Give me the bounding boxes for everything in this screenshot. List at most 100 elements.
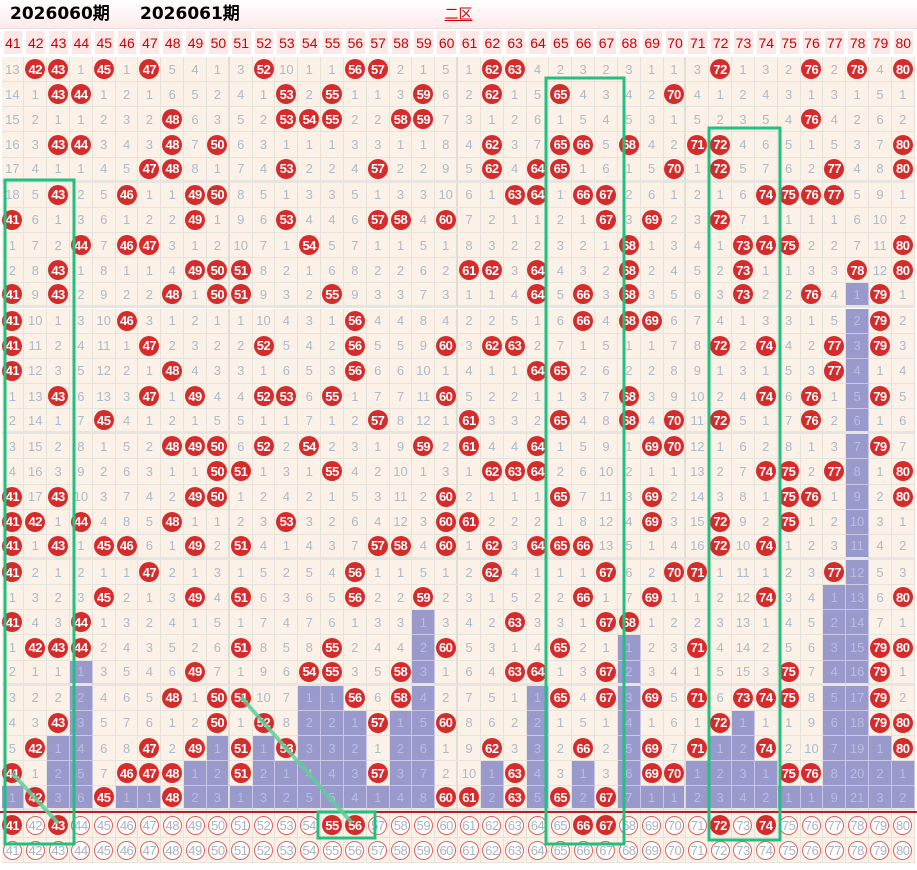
omission-cell: 4 (298, 761, 322, 787)
selectable-ball[interactable]: 54 (299, 840, 319, 860)
omission-cell: 1 (435, 736, 459, 762)
selectable-ball[interactable]: 48 (162, 815, 182, 835)
selectable-ball[interactable]: 50 (208, 840, 228, 860)
hit-cell: 44 (69, 509, 93, 535)
selectable-ball[interactable]: 57 (368, 840, 388, 860)
selectable-ball[interactable]: 58 (391, 815, 411, 835)
selectable-ball[interactable]: 49 (185, 815, 205, 835)
selectable-ball[interactable]: 44 (71, 815, 91, 835)
selectable-ball[interactable]: 43 (48, 840, 68, 860)
selectable-ball[interactable]: 68 (619, 840, 639, 860)
selectable-ball[interactable]: 52 (254, 840, 274, 860)
selectable-ball[interactable]: 75 (779, 815, 799, 835)
selectable-ball[interactable]: 63 (505, 815, 525, 835)
selectable-ball[interactable]: 64 (527, 815, 547, 835)
selectable-ball[interactable]: 76 (801, 840, 821, 860)
selectable-ball[interactable]: 46 (117, 815, 137, 835)
selectable-ball[interactable]: 58 (391, 840, 411, 860)
selectable-ball[interactable]: 47 (139, 815, 159, 835)
selectable-ball[interactable]: 62 (482, 840, 502, 860)
selectable-ball[interactable]: 79 (870, 815, 890, 835)
selectable-ball[interactable]: 45 (94, 815, 114, 835)
selectable-ball[interactable]: 77 (824, 840, 844, 860)
selectable-ball[interactable]: 75 (779, 840, 799, 860)
selectable-ball[interactable]: 45 (94, 840, 114, 860)
omission-count: 1 (237, 664, 245, 680)
selectable-ball[interactable]: 73 (733, 840, 753, 860)
selectable-ball[interactable]: 68 (619, 815, 639, 835)
omission-cell: 1 (298, 685, 322, 711)
omission-count: 13 (5, 61, 20, 77)
selectable-ball[interactable]: 79 (870, 840, 890, 860)
selectable-ball[interactable]: 41 (2, 840, 22, 860)
drawn-ball[interactable]: 55 (322, 815, 343, 835)
selectable-ball[interactable]: 71 (687, 840, 707, 860)
selectable-ball[interactable]: 80 (893, 815, 913, 835)
drawn-ball[interactable]: 41 (2, 815, 23, 835)
selectable-ball[interactable]: 51 (231, 840, 251, 860)
selectable-ball[interactable]: 50 (208, 815, 228, 835)
selectable-ball[interactable]: 52 (254, 815, 274, 835)
omission-count: 2 (8, 664, 17, 680)
selectable-ball[interactable]: 53 (276, 815, 296, 835)
selectable-ball[interactable]: 57 (368, 815, 388, 835)
selectable-ball[interactable]: 47 (139, 840, 159, 860)
selectable-ball[interactable]: 77 (824, 815, 844, 835)
drawn-ball[interactable]: 67 (595, 815, 616, 835)
selectable-ball[interactable]: 63 (505, 840, 525, 860)
omission-cell: 2 (458, 484, 481, 510)
selectable-ball[interactable]: 53 (276, 840, 296, 860)
selectable-ball[interactable]: 60 (436, 815, 456, 835)
selectable-ball[interactable]: 42 (25, 840, 45, 860)
selectable-ball[interactable]: 60 (436, 840, 456, 860)
selectable-ball[interactable]: 70 (664, 840, 684, 860)
hit-cell: 41 (1, 207, 25, 234)
omission-cell: 2 (754, 509, 778, 535)
drawn-ball[interactable]: 66 (573, 815, 594, 835)
selectable-ball[interactable]: 69 (642, 840, 662, 860)
omission-cell: 4 (366, 635, 390, 661)
draw-cell-55: 55 (321, 813, 344, 838)
selectable-ball[interactable]: 64 (527, 840, 547, 860)
omission-cell: 6 (458, 182, 481, 208)
selectable-ball[interactable]: 44 (71, 840, 91, 860)
selectable-ball[interactable]: 76 (801, 815, 821, 835)
selectable-ball[interactable]: 59 (413, 815, 433, 835)
selectable-ball[interactable]: 42 (25, 815, 45, 835)
drawn-ball[interactable]: 72 (710, 815, 731, 835)
omission-cell: 1 (549, 710, 573, 737)
selectable-ball[interactable]: 51 (231, 815, 251, 835)
omission-count: 2 (670, 614, 678, 630)
selectable-ball[interactable]: 78 (847, 815, 867, 835)
selectable-ball[interactable]: 72 (710, 840, 730, 860)
selectable-ball[interactable]: 65 (550, 815, 570, 835)
selectable-ball[interactable]: 73 (733, 815, 753, 835)
selectable-ball[interactable]: 61 (459, 840, 479, 860)
selectable-ball[interactable]: 74 (756, 840, 776, 860)
selectable-ball[interactable]: 59 (413, 840, 433, 860)
omission-cell: 2 (617, 358, 641, 384)
selectable-ball[interactable]: 66 (573, 840, 593, 860)
selectable-ball[interactable]: 67 (596, 840, 616, 860)
selectable-ball[interactable]: 71 (687, 815, 707, 835)
selectable-ball[interactable]: 55 (322, 840, 342, 860)
selectable-ball[interactable]: 65 (550, 840, 570, 860)
omission-cell: 9 (252, 660, 276, 686)
selectable-ball[interactable]: 56 (345, 840, 365, 860)
drawn-ball[interactable]: 56 (344, 815, 365, 835)
selectable-ball[interactable]: 54 (299, 815, 319, 835)
selectable-ball[interactable]: 49 (185, 840, 205, 860)
selectable-ball[interactable]: 48 (162, 840, 182, 860)
selectable-ball[interactable]: 70 (664, 815, 684, 835)
drawn-ball[interactable]: 74 (755, 815, 776, 835)
selectable-ball[interactable]: 46 (117, 840, 137, 860)
selectable-ball[interactable]: 78 (847, 840, 867, 860)
selectable-ball[interactable]: 62 (482, 815, 502, 835)
selectable-ball[interactable]: 80 (893, 840, 913, 860)
omission-count: 2 (533, 514, 542, 530)
selectable-ball[interactable]: 69 (642, 815, 662, 835)
hit-ball: 57 (367, 410, 388, 431)
drawn-ball[interactable]: 43 (48, 815, 69, 835)
selectable-ball[interactable]: 61 (459, 815, 479, 835)
omission-cell: 1 (92, 610, 116, 636)
